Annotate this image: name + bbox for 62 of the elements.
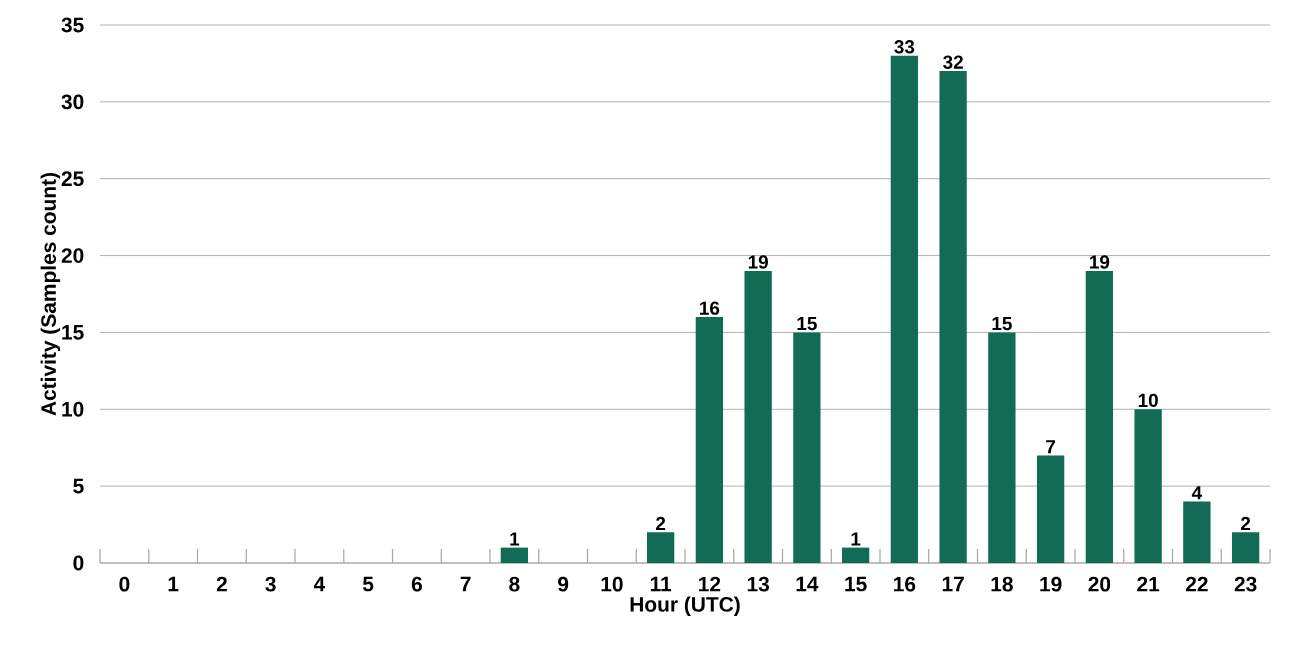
bar bbox=[1134, 409, 1162, 563]
data-label: 19 bbox=[748, 255, 768, 269]
y-tick-label: 0 bbox=[73, 555, 84, 571]
data-label: 4 bbox=[1191, 486, 1203, 500]
y-tick-label: 10 bbox=[62, 401, 84, 417]
bar bbox=[1231, 532, 1260, 563]
data-label: 16 bbox=[700, 301, 720, 315]
x-tick-label: 21 bbox=[1137, 576, 1160, 592]
data-label: 10 bbox=[1138, 393, 1158, 408]
bar bbox=[744, 270, 772, 563]
bar bbox=[500, 547, 529, 563]
bar bbox=[890, 55, 919, 563]
data-label: 1 bbox=[510, 532, 520, 546]
x-tick-label: 7 bbox=[460, 576, 471, 592]
bar bbox=[988, 332, 1016, 563]
x-tick-label: 12 bbox=[699, 576, 721, 592]
bar bbox=[1085, 270, 1114, 563]
bar bbox=[939, 71, 967, 563]
x-tick-label: 6 bbox=[411, 576, 422, 592]
x-tick-label: 16 bbox=[894, 576, 916, 592]
data-label: 2 bbox=[1241, 516, 1251, 531]
x-tick-label: 23 bbox=[1234, 576, 1257, 592]
x-tick-label: 22 bbox=[1185, 576, 1208, 592]
x-tick-label: 3 bbox=[265, 576, 276, 592]
data-label: 1 bbox=[851, 532, 861, 546]
data-label: 15 bbox=[992, 317, 1012, 331]
y-tick-label: 35 bbox=[61, 17, 84, 33]
x-tick-label: 8 bbox=[509, 576, 520, 592]
data-label: 15 bbox=[797, 317, 817, 331]
x-tick-label: 5 bbox=[362, 576, 374, 592]
bar bbox=[793, 332, 821, 563]
x-tick-label: 9 bbox=[558, 576, 569, 592]
x-tick-label: 19 bbox=[1040, 576, 1062, 592]
x-tick-label: 17 bbox=[942, 576, 964, 592]
x-tick-label: 13 bbox=[747, 576, 769, 592]
x-tick-label: 1 bbox=[168, 576, 179, 592]
y-tick-label: 20 bbox=[61, 248, 84, 263]
y-tick-label: 25 bbox=[61, 171, 84, 187]
y-axis-title: Activity (Samples count) bbox=[40, 172, 61, 416]
x-tick-label: 10 bbox=[601, 576, 623, 592]
bar bbox=[1183, 501, 1211, 563]
x-tick-label: 14 bbox=[796, 576, 819, 592]
data-label: 19 bbox=[1090, 255, 1110, 269]
x-tick-label: 20 bbox=[1088, 576, 1111, 592]
y-tick-label: 30 bbox=[61, 94, 84, 110]
bar bbox=[1036, 455, 1065, 563]
y-tick-label: 5 bbox=[73, 478, 84, 494]
bar bbox=[646, 532, 675, 563]
data-label: 2 bbox=[656, 516, 666, 531]
x-tick-label: 4 bbox=[313, 576, 326, 592]
y-tick-label: 15 bbox=[62, 325, 84, 340]
x-tick-label: 15 bbox=[845, 576, 867, 592]
x-tick-label: 18 bbox=[991, 576, 1013, 592]
x-axis-title: Hour (UTC) bbox=[630, 596, 740, 616]
bar bbox=[695, 317, 724, 563]
x-tick-label: 0 bbox=[119, 576, 130, 592]
bar bbox=[841, 547, 870, 563]
x-tick-label: 11 bbox=[650, 576, 672, 592]
data-label: 32 bbox=[943, 55, 963, 69]
data-label: 33 bbox=[894, 40, 915, 54]
x-tick-label: 2 bbox=[216, 576, 227, 592]
data-label: 7 bbox=[1046, 440, 1056, 454]
